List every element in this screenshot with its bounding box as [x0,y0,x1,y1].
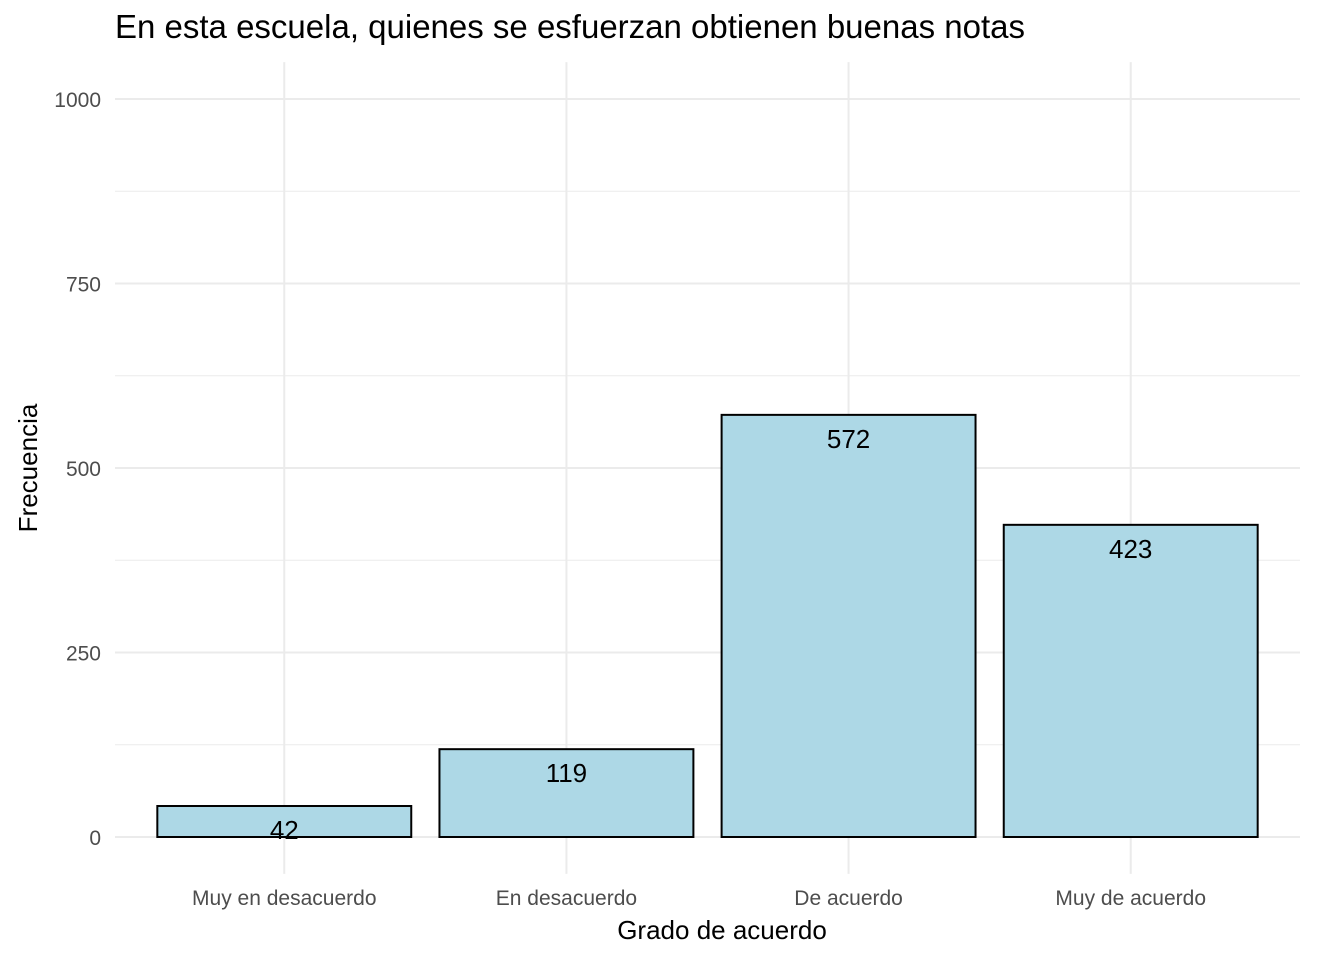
x-tick-label: En desacuerdo [496,887,637,910]
major-gridlines [115,62,1300,874]
y-tick-label: 1000 [54,89,101,112]
data-label: 423 [1109,534,1152,564]
x-tick-label: Muy en desacuerdo [192,887,376,910]
y-tick-label: 250 [66,643,101,666]
y-tick-label: 750 [66,274,101,297]
x-axis-title: Grado de acuerdo [617,915,827,945]
data-label: 42 [270,815,299,845]
y-axis-title: Frecuencia [13,403,43,532]
data-label: 119 [546,758,587,788]
x-axis-ticks: Muy en desacuerdo En desacuerdo De acuerdo… [192,887,1206,910]
y-axis-ticks: 0 250 500 750 1000 [54,89,101,850]
y-tick-label: 0 [89,827,101,850]
data-label: 572 [827,424,870,454]
x-tick-label: Muy de acuerdo [1055,887,1206,910]
bar [438,748,695,838]
x-tick-label: De acuerdo [794,887,903,910]
bar [156,805,413,839]
data-labels: 42 119 572 423 [270,424,1153,845]
bar [720,413,977,838]
bar [1002,523,1259,838]
chart-title: En esta escuela, quienes se esfuerzan ob… [115,8,1025,45]
y-tick-label: 500 [66,458,101,481]
bars [156,413,1259,839]
